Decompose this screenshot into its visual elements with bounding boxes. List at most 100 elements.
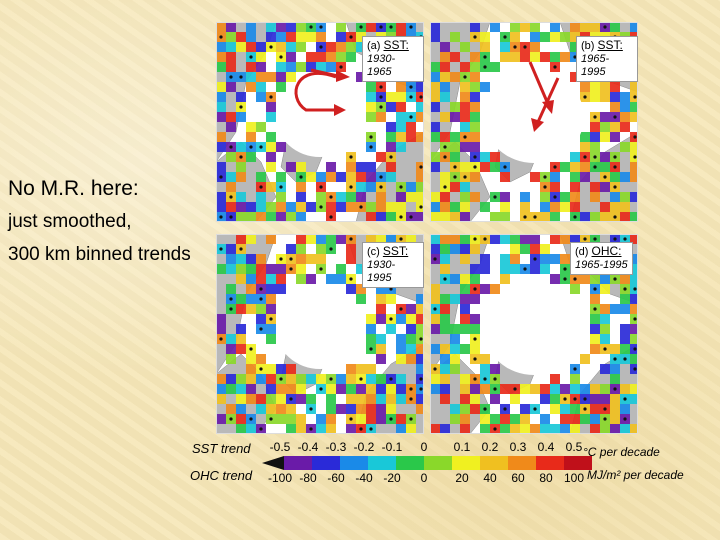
significance-dot xyxy=(523,215,527,219)
ice-region xyxy=(276,77,364,157)
trend-cell xyxy=(406,424,416,434)
trend-cell xyxy=(256,82,266,92)
trend-cell xyxy=(460,294,470,304)
trend-cell xyxy=(366,394,376,404)
trend-cell xyxy=(610,414,620,424)
trend-cell xyxy=(296,264,306,274)
trend-cell xyxy=(560,384,570,394)
trend-cell xyxy=(550,254,560,264)
trend-cell xyxy=(386,162,396,172)
significance-dot xyxy=(359,377,363,381)
trend-cell xyxy=(480,384,490,394)
trend-cell xyxy=(450,234,460,244)
significance-dot xyxy=(573,55,577,59)
trend-cell xyxy=(396,384,406,394)
trend-cell xyxy=(266,102,276,112)
trend-cell xyxy=(600,334,610,344)
trend-cell xyxy=(346,284,356,294)
trend-cell xyxy=(630,172,638,182)
trend-cell xyxy=(246,354,256,364)
trend-cell xyxy=(226,82,236,92)
trend-cell xyxy=(430,22,440,32)
significance-dot xyxy=(279,55,283,59)
trend-cell xyxy=(296,202,306,212)
trend-cell xyxy=(346,162,356,172)
trend-cell xyxy=(630,264,638,274)
trend-cell xyxy=(266,404,276,414)
trend-cell xyxy=(470,324,480,334)
tick-label: -100 xyxy=(267,471,293,485)
trend-cell xyxy=(550,52,560,62)
trend-cell xyxy=(366,112,376,122)
tick-label: -0.2 xyxy=(353,440,375,454)
trend-cell xyxy=(610,192,620,202)
trend-cell xyxy=(276,42,286,52)
trend-cell xyxy=(226,334,236,344)
trend-cell xyxy=(396,334,406,344)
colorbar-swatch xyxy=(536,456,564,470)
tick-label: 80 xyxy=(539,471,553,485)
ice-region xyxy=(484,71,584,163)
significance-dot xyxy=(633,135,637,139)
significance-dot xyxy=(503,35,507,39)
map-frame xyxy=(216,22,424,222)
trend-cell xyxy=(366,102,376,112)
tick-label: 40 xyxy=(483,471,497,485)
trend-cell xyxy=(630,304,638,314)
significance-dot xyxy=(219,175,223,179)
tick-label: 60 xyxy=(511,471,525,485)
significance-dot xyxy=(623,417,627,421)
trend-cell xyxy=(530,52,540,62)
trend-cell xyxy=(600,384,610,394)
trend-cell xyxy=(376,112,386,122)
trend-cell xyxy=(246,82,256,92)
trend-cell xyxy=(376,304,386,314)
trend-cell xyxy=(610,344,620,354)
trend-cell xyxy=(590,142,600,152)
trend-cell xyxy=(416,294,424,304)
trend-cell xyxy=(266,304,276,314)
significance-dot xyxy=(583,237,587,241)
trend-cell xyxy=(490,234,500,244)
trend-cell xyxy=(490,284,500,294)
side-subtext-1: just smoothed, xyxy=(8,211,132,232)
trend-cell xyxy=(580,354,590,364)
trend-cell xyxy=(356,72,366,82)
trend-cell xyxy=(490,22,500,32)
trend-cell xyxy=(430,62,440,72)
trend-cell xyxy=(346,42,356,52)
trend-cell xyxy=(510,424,520,434)
trend-cell xyxy=(570,202,580,212)
significance-dot xyxy=(399,185,403,189)
significance-dot xyxy=(603,25,607,29)
sst-unit-label: °C per decade xyxy=(583,445,660,459)
trend-cell xyxy=(490,414,500,424)
trend-cell xyxy=(226,202,236,212)
trend-cell xyxy=(376,414,386,424)
trend-cell xyxy=(620,384,630,394)
trend-cell xyxy=(440,212,450,222)
significance-dot xyxy=(369,145,373,149)
trend-cell xyxy=(356,394,366,404)
trend-cell xyxy=(630,384,638,394)
significance-dot xyxy=(279,185,283,189)
trend-cell xyxy=(550,274,560,284)
significance-dot xyxy=(603,417,607,421)
significance-dot xyxy=(379,175,383,179)
trend-cell xyxy=(236,172,246,182)
trend-cell xyxy=(266,364,276,374)
trend-cell xyxy=(396,414,406,424)
trend-cell xyxy=(246,152,256,162)
significance-dot xyxy=(229,75,233,79)
trend-cell xyxy=(460,192,470,202)
trend-cell xyxy=(246,122,256,132)
trend-cell xyxy=(326,62,336,72)
trend-cell xyxy=(580,22,590,32)
colorbar-swatch xyxy=(396,456,424,470)
significance-dot xyxy=(389,25,393,29)
significance-dot xyxy=(583,397,587,401)
trend-cell xyxy=(470,112,480,122)
trend-cell xyxy=(480,32,490,42)
trend-cell xyxy=(550,424,560,434)
trend-cell xyxy=(406,132,416,142)
